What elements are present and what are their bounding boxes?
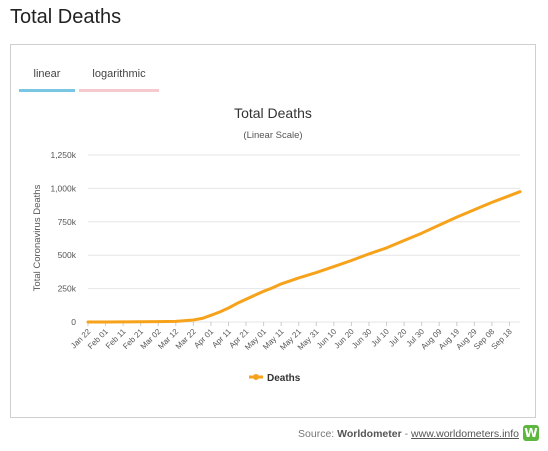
x-tick-label: Jun 30 (350, 327, 374, 351)
worldometer-logo-icon[interactable]: W (523, 425, 539, 441)
y-tick-label: 750k (58, 217, 77, 227)
tab-logarithmic[interactable]: logarithmic (79, 61, 159, 92)
source-prefix: Source: (298, 428, 338, 440)
x-tick-label: Jul 20 (387, 327, 409, 349)
y-tick-label: 1,250k (50, 150, 76, 160)
grid-lines (88, 154, 520, 323)
legend-label-deaths: Deaths (267, 373, 301, 384)
page-title: Total Deaths (10, 6, 122, 28)
line-chart: Total Deaths (Linear Scale) Total Corona… (32, 105, 522, 384)
y-tick-label: 0 (71, 317, 76, 327)
source-name: Worldometer (337, 428, 402, 440)
chart-panel: linear logarithmic (10, 44, 536, 418)
x-tick-label: Sep 18 (490, 327, 515, 352)
chart-title: Total Deaths (234, 105, 312, 121)
series-deaths (86, 190, 522, 324)
tab-linear[interactable]: linear (19, 61, 75, 92)
series-line-deaths (86, 190, 522, 324)
x-tick-label: Jul 10 (369, 327, 391, 349)
y-axis-label: Total Coronavirus Deaths (32, 184, 43, 291)
y-tick-label: 500k (58, 250, 77, 260)
chart-subtitle: (Linear Scale) (243, 130, 302, 141)
source-link[interactable]: www.worldometers.info (411, 428, 519, 440)
source-separator: - (401, 428, 412, 440)
x-tick-label: Mar 22 (174, 327, 198, 351)
source-credit: Source: Worldometer - www.worldometers.i… (298, 428, 519, 440)
y-tick-labels: 0 250k 500k 750k 1,000k 1,250k (50, 150, 76, 327)
y-tick-label: 1,000k (50, 183, 76, 193)
legend[interactable]: Deaths (249, 373, 301, 384)
legend-marker (253, 374, 259, 380)
y-tick-label: 250k (58, 284, 77, 294)
